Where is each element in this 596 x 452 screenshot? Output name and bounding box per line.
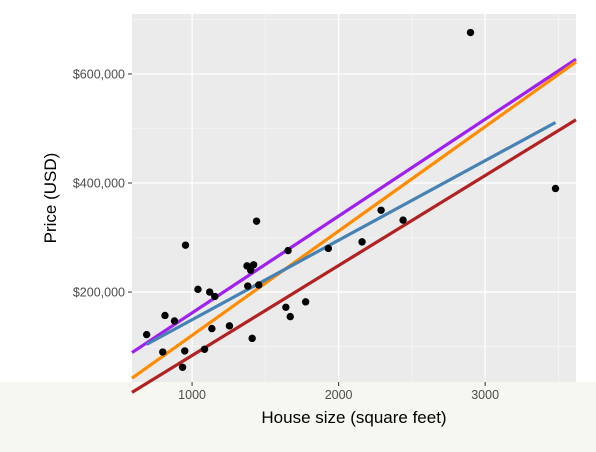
data-point xyxy=(159,348,167,356)
x-tick-label: 3000 xyxy=(471,388,499,402)
data-point xyxy=(301,298,310,306)
data-point xyxy=(200,345,209,353)
data-point xyxy=(284,246,292,255)
data-point xyxy=(225,322,234,330)
y-tick-label: $400,000 xyxy=(73,177,125,191)
regression-line xyxy=(145,121,557,346)
data-point xyxy=(246,266,255,274)
data-point xyxy=(399,216,407,224)
data-point xyxy=(249,261,258,269)
data-point xyxy=(551,184,560,193)
data-point xyxy=(358,238,366,246)
data-point xyxy=(255,281,263,289)
data-point xyxy=(178,363,187,371)
data-point xyxy=(170,317,179,325)
data-points xyxy=(142,28,560,371)
data-point xyxy=(286,312,294,321)
regression-line xyxy=(131,60,577,380)
data-point xyxy=(181,241,190,249)
data-point xyxy=(282,303,290,312)
x-tick-label: 1000 xyxy=(178,388,206,402)
y-axis-title: Price (USD) xyxy=(41,153,60,244)
y-tick-label: $600,000 xyxy=(73,67,125,81)
data-point xyxy=(324,244,333,253)
x-tick-label: 2000 xyxy=(325,388,353,402)
data-point xyxy=(244,282,252,290)
data-point xyxy=(208,324,216,333)
regression-lines xyxy=(131,57,577,394)
data-point xyxy=(194,285,202,294)
data-point xyxy=(377,206,385,214)
plot-panel xyxy=(132,14,576,382)
data-point xyxy=(466,28,475,37)
y-axis-ticks: $200,000 $400,000 $600,000 xyxy=(73,67,132,300)
x-axis-ticks: 1000 2000 3000 xyxy=(178,382,499,402)
data-point xyxy=(205,288,214,296)
regression-line xyxy=(131,57,577,354)
data-point xyxy=(181,347,189,355)
data-point xyxy=(252,217,261,225)
bottom-background-band xyxy=(0,382,596,452)
data-point xyxy=(142,330,151,339)
data-point xyxy=(211,292,219,301)
data-point xyxy=(248,334,256,343)
y-tick-label: $200,000 xyxy=(73,286,125,300)
data-point xyxy=(161,311,169,320)
x-axis-title: House size (square feet) xyxy=(261,408,446,427)
